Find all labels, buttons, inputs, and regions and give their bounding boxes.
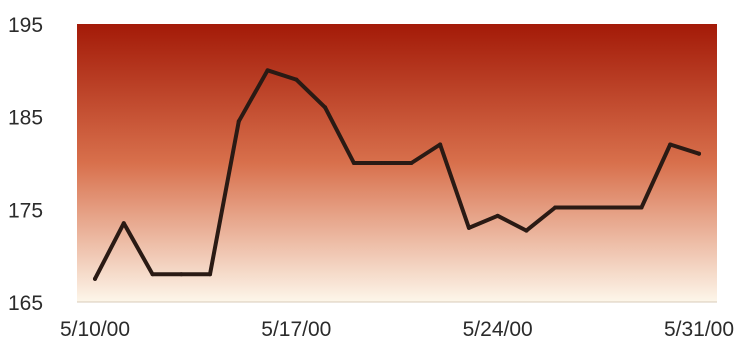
data-point (639, 205, 644, 210)
data-point (380, 161, 385, 165)
data-point (409, 161, 414, 165)
data-point (438, 142, 443, 147)
data-point (294, 77, 299, 82)
y-tick-label: 185 (8, 107, 43, 130)
x-tick-label: 5/10/00 (60, 318, 130, 341)
data-point (524, 228, 529, 233)
data-point (581, 205, 586, 210)
x-tick-label: 5/24/00 (463, 318, 533, 341)
data-point (179, 272, 184, 277)
data-point (351, 161, 356, 165)
data-point (236, 119, 241, 124)
data-point (150, 272, 155, 277)
data-point (466, 225, 471, 230)
x-tick-label: 5/31/00 (664, 318, 734, 341)
data-point (553, 205, 558, 210)
data-point (697, 151, 701, 156)
y-tick-label: 165 (8, 292, 43, 315)
y-tick-label: 195 (8, 14, 43, 37)
data-point (93, 276, 97, 281)
data-point (208, 272, 213, 277)
data-point (610, 205, 615, 210)
data-points (93, 68, 701, 281)
x-axis-ticks: 5/10/00 5/17/00 5/24/00 5/31/00 (60, 318, 734, 341)
data-point (121, 221, 126, 226)
x-tick-label: 5/17/00 (261, 318, 331, 341)
y-axis-ticks: 195 185 175 165 (8, 14, 43, 315)
data-point (495, 213, 500, 218)
series-line (93, 68, 701, 281)
data-point (668, 142, 673, 147)
data-point (265, 68, 270, 73)
y-tick-label: 175 (8, 199, 43, 222)
data-point (323, 105, 328, 110)
